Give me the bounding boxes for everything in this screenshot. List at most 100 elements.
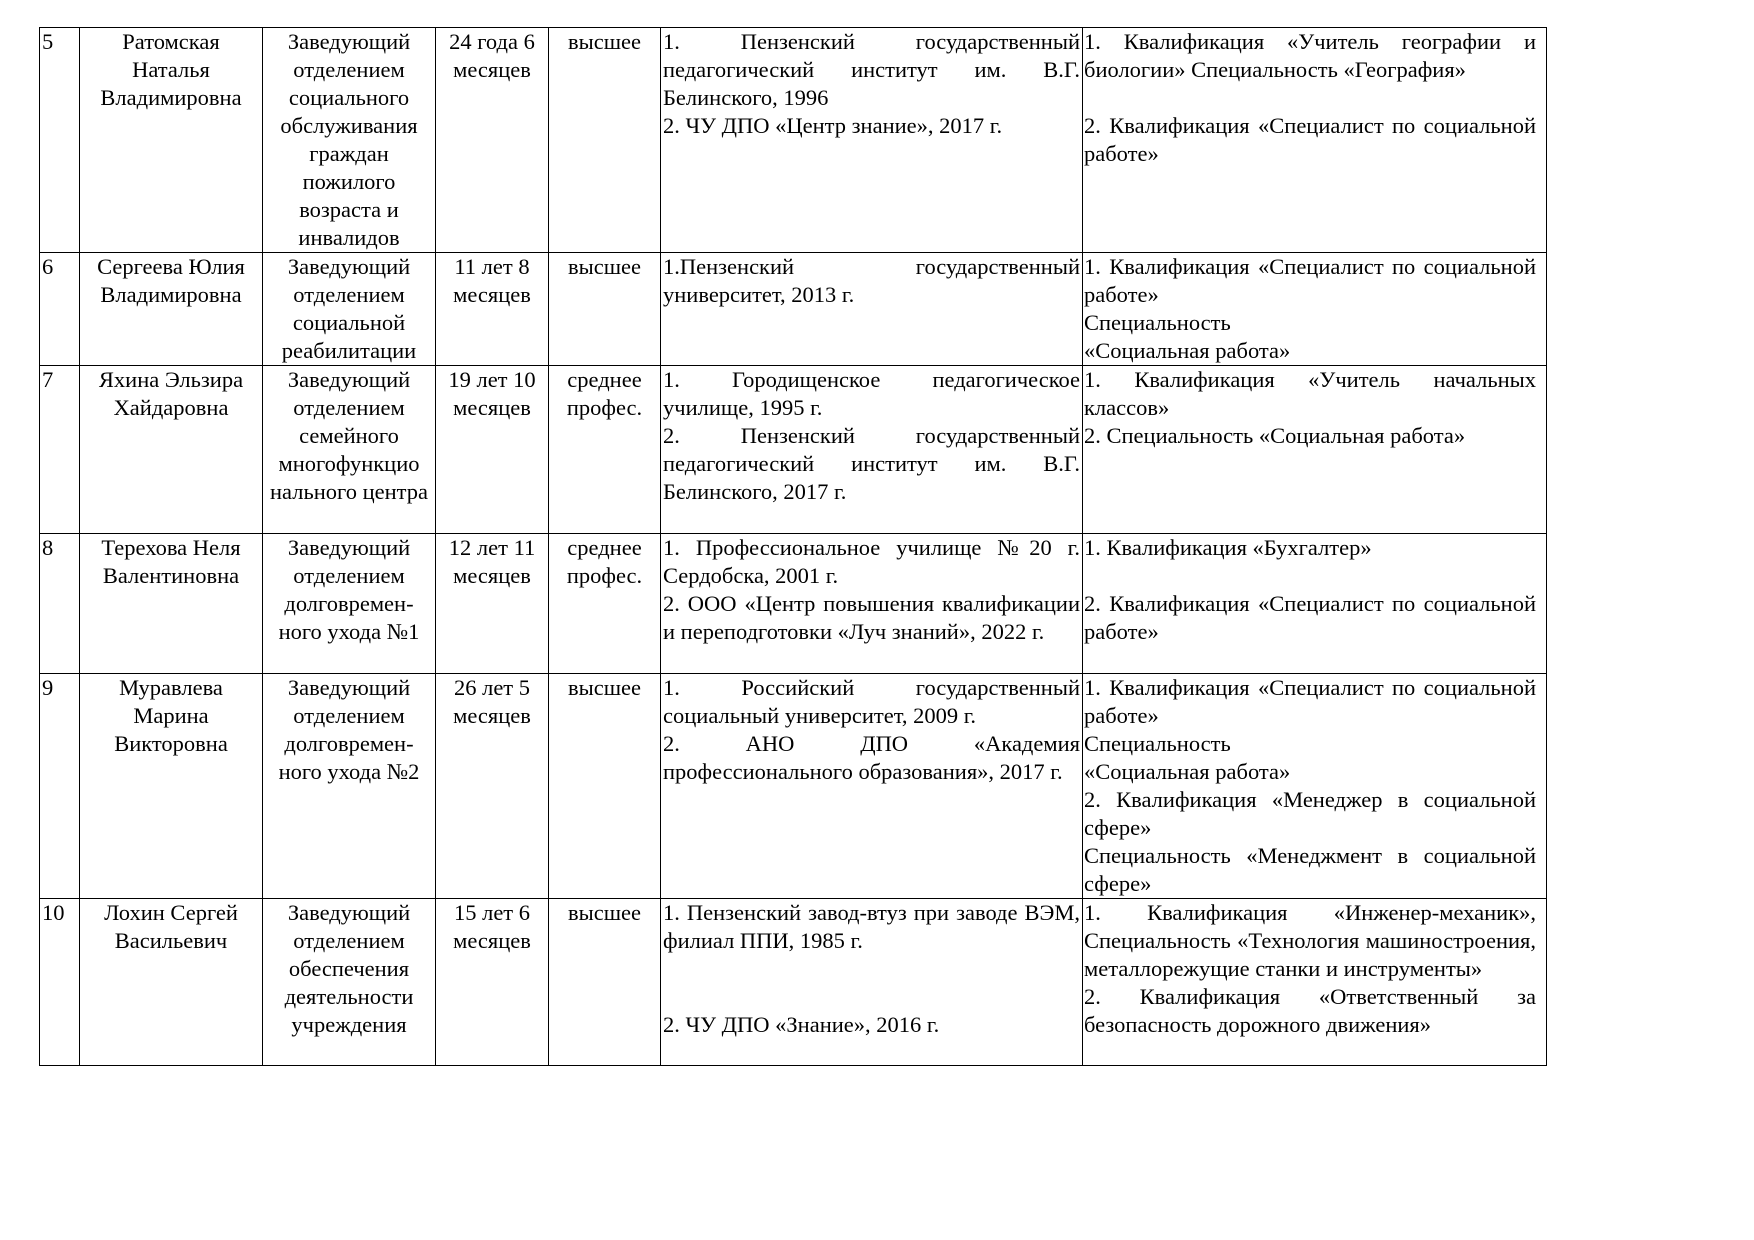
cell-paragraph [1084,84,1536,112]
cell-experience: 26 лет 5 месяцев [435,673,549,899]
cell-education: 1. Российский государственный социальный… [660,673,1083,899]
cell-paragraph: среднее профес. [566,535,643,588]
cell-paragraph: 2. Специальность «Социальная работа» [1084,423,1466,448]
cell-paragraph: 1. Квалификация «Специалист по социально… [1084,254,1536,307]
cell-paragraph: 2. Пензенский государственный педагогиче… [663,423,1080,504]
cell-paragraph: Заведующий отделением обеспечения деятел… [284,900,414,1037]
cell-paragraph: 2. АНО ДПО «Академия профессионального о… [663,731,1080,784]
cell-paragraph: Ратомская Наталья Владимировна [100,29,242,110]
cell-paragraph: 1. Городищенское педагогическое училище,… [663,367,1080,420]
cell-paragraph: Специальность «Менеджмент в социальной с… [1084,843,1536,896]
cell-num: 9 [39,673,80,899]
cell-paragraph: высшее [567,675,642,700]
table-row: 6 Сергеева Юлия Владимировна Заведующий от… [39,252,1547,366]
cell-paragraph: высшее [567,900,642,925]
cell-education: 1.Пензенский государственный университет… [660,252,1083,366]
cell-paragraph: 1. Квалификация «Учитель географии и био… [1084,29,1536,82]
cell-name: Терехова Неля Валентиновна [79,533,263,674]
cell-num: 6 [39,252,80,366]
cell-name: Яхина Эльзира Хайдаровна [79,365,263,534]
cell-education-level: высшее [548,252,661,366]
cell-paragraph: Специальность [1084,731,1231,756]
cell-position: Заведующий отделением обеспечения деятел… [262,898,436,1066]
cell-paragraph: 2. Квалификация «Ответственный за безопа… [1084,984,1536,1037]
cell-experience: 24 года 6 месяцев [435,27,549,253]
cell-paragraph: 1.Пензенский государственный университет… [663,254,1080,307]
cell-paragraph: 2. Квалификация «Специалист по социально… [1084,113,1536,166]
cell-paragraph: 2. ЧУ ДПО «Центр знание», 2017 г. [663,113,1003,138]
cell-education-level: высшее [548,898,661,1066]
cell-name: Лохин Сергей Васильевич [79,898,263,1066]
cell-paragraph: Муравлева Марина Викторовна [114,675,228,756]
cell-paragraph: 1. Пензенский завод-втуз при заводе ВЭМ,… [663,900,1080,953]
cell-paragraph: Заведующий отделением долговремен- ного … [278,675,420,784]
cell-education-level: высшее [548,27,661,253]
cell-experience: 11 лет 8 месяцев [435,252,549,366]
cell-education: 1. Пензенский государственный педагогиче… [660,27,1083,253]
cell-name: Сергеева Юлия Владимировна [79,252,263,366]
cell-paragraph: «Социальная работа» [1084,338,1291,363]
cell-paragraph: 1. Профессиональное училище №20 г. Сердо… [663,535,1080,588]
cell-num: 10 [39,898,80,1066]
cell-qualification: 1. Квалификация «Учитель начальных класс… [1082,365,1547,534]
cell-paragraph: 26 лет 5 месяцев [453,675,531,728]
cell-education-level: высшее [548,673,661,899]
cell-experience: 12 лет 11 месяцев [435,533,549,674]
cell-paragraph: Лохин Сергей Васильевич [104,900,238,953]
cell-education-level: среднее профес. [548,533,661,674]
cell-paragraph: «Социальная работа» [1084,759,1291,784]
cell-paragraph: Терехова Неля Валентиновна [101,535,241,588]
cell-paragraph: среднее профес. [566,367,643,420]
cell-qualification: 1. Квалификация «Специалист по социально… [1082,673,1547,899]
cell-qualification: 1. Квалификация «Инженер-механик», Специ… [1082,898,1547,1066]
cell-paragraph: высшее [567,254,642,279]
cell-education-level: среднее профес. [548,365,661,534]
cell-paragraph [663,955,1080,983]
cell-paragraph: 1. Российский государственный социальный… [663,675,1080,728]
cell-paragraph: 1. Пензенский государственный педагогиче… [663,29,1080,110]
cell-paragraph: 1. Квалификация «Бухгалтер» [1084,535,1372,560]
cell-paragraph: 1. Квалификация «Инженер-механик», Специ… [1084,900,1536,981]
cell-name: Муравлева Марина Викторовна [79,673,263,899]
cell-position: Заведующий отделением долговремен- ного … [262,673,436,899]
cell-paragraph: 11 лет 8 месяцев [453,254,531,307]
cell-paragraph: 24 года 6 месяцев [449,29,535,82]
table-row: 7 Яхина Эльзира Хайдаровна Заведующий отде… [39,365,1547,534]
cell-experience: 15 лет 6 месяцев [435,898,549,1066]
cell-paragraph: Сергеева Юлия Владимировна [97,254,245,307]
staff-table: 5 Ратомская Наталья Владимировна Заведующи… [39,27,1547,1066]
table-row: 8 Терехова Неля Валентиновна Заведующий от… [39,533,1547,674]
cell-paragraph: 1. Квалификация «Специалист по социально… [1084,675,1536,728]
cell-paragraph: Заведующий отделением долговремен- ного … [278,535,420,644]
cell-paragraph: Заведующий отделением семейного многофун… [270,367,428,504]
cell-paragraph: высшее [567,29,642,54]
cell-paragraph [663,983,1080,1011]
cell-paragraph: 15 лет 6 месяцев [453,900,531,953]
cell-paragraph: 2. Квалификация «Специалист по социально… [1084,591,1536,644]
cell-position: Заведующий отделением социального обслуж… [262,27,436,253]
cell-num: 5 [39,27,80,253]
cell-paragraph: Заведующий отделением социальной реабили… [281,254,417,363]
cell-paragraph: 2. ООО «Центр повышения квалификации и п… [663,591,1080,644]
cell-num: 7 [39,365,80,534]
table-row: 5 Ратомская Наталья Владимировна Заведующи… [39,27,1547,253]
cell-education: 1. Профессиональное училище №20 г. Сердо… [660,533,1083,674]
cell-num: 8 [39,533,80,674]
cell-paragraph: 2. Квалификация «Менеджер в социальной с… [1084,787,1536,840]
cell-paragraph: Заведующий отделением социального обслуж… [280,29,418,250]
cell-paragraph: 19 лет 10 месяцев [448,367,536,420]
table-row: 10 Лохин Сергей Васильевич Заведующий отде… [39,898,1547,1066]
cell-paragraph: Яхина Эльзира Хайдаровна [98,367,244,420]
table-row: 9 Муравлева Марина Викторовна Заведующий о… [39,673,1547,899]
cell-education: 1. Пензенский завод-втуз при заводе ВЭМ,… [660,898,1083,1066]
cell-paragraph [1084,562,1536,590]
cell-paragraph: 1. Квалификация «Учитель начальных класс… [1084,367,1536,420]
cell-qualification: 1. Квалификация «Специалист по социально… [1082,252,1547,366]
cell-qualification: 1. Квалификация «Бухгалтер» 2. Квалификац… [1082,533,1547,674]
cell-education: 1. Городищенское педагогическое училище,… [660,365,1083,534]
cell-qualification: 1. Квалификация «Учитель географии и био… [1082,27,1547,253]
cell-position: Заведующий отделением семейного многофун… [262,365,436,534]
cell-position: Заведующий отделением социальной реабили… [262,252,436,366]
cell-position: Заведующий отделением долговремен- ного … [262,533,436,674]
cell-paragraph: 2. ЧУ ДПО «Знание», 2016 г. [663,1012,940,1037]
